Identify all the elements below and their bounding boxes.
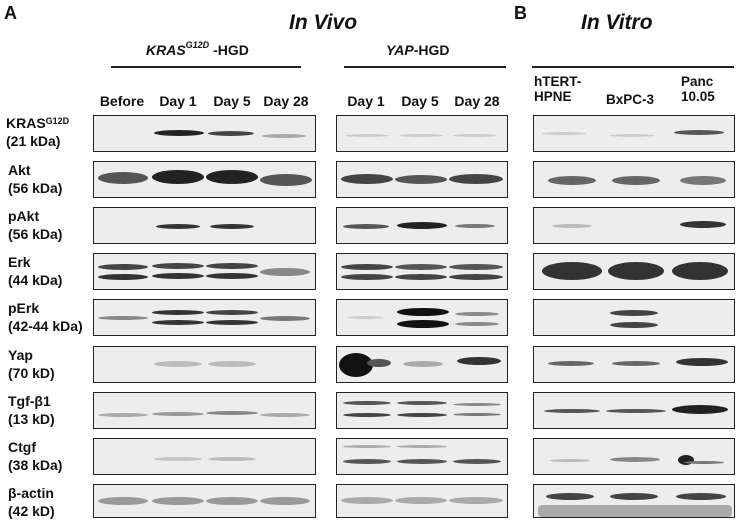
yap-group-suffix: -HGD <box>413 42 450 58</box>
blot-yap-invivo-erk <box>336 253 508 290</box>
blot-kras-invivo-akt <box>93 161 316 198</box>
row-label-pakt: pAkt (56 kDa) <box>8 207 62 243</box>
row-perk-size: (42-44 kDa) <box>8 318 83 334</box>
row-tgf-size: (13 kD) <box>8 411 55 427</box>
row-pakt-size: (56 kDa) <box>8 226 63 242</box>
lane-vitro-htert-line1: hTERT- <box>534 74 582 89</box>
row-pakt-name: pAkt <box>8 208 40 224</box>
lane-vitro-htert-line2: HPNE <box>534 89 572 104</box>
row-kras-name: KRAS <box>6 115 46 131</box>
row-label-erk: Erk (44 kDa) <box>8 253 62 289</box>
kras-gene-sup: G12D <box>185 40 210 50</box>
row-kras-size: (21 kDa) <box>6 133 61 149</box>
lane-vitro-htert: hTERT- HPNE <box>534 74 581 104</box>
yap-group-rule <box>344 66 506 68</box>
row-akt-name: Akt <box>8 162 31 178</box>
row-perk-name: pErk <box>8 300 40 316</box>
lane-vitro-panc-line1: Panc <box>681 74 714 89</box>
row-akt-size: (56 kDa) <box>8 180 63 196</box>
blot-invitro-akt <box>533 161 735 198</box>
blot-invitro-pakt <box>533 207 735 244</box>
row-ctgf-size: (38 kDa) <box>8 457 63 473</box>
blot-kras-invivo-kras <box>93 115 316 152</box>
yap-gene: YAP <box>386 42 414 58</box>
blot-invitro-actin <box>533 484 735 518</box>
blot-invitro-tgf <box>533 392 735 429</box>
lane-yap-day28: Day 28 <box>454 93 500 109</box>
row-label-tgf: Tgf-β1 (13 kD) <box>8 392 55 428</box>
row-label-actin: β-actin (42 kD) <box>8 484 55 520</box>
blot-kras-invivo-yap <box>93 346 316 383</box>
row-actin-name: β-actin <box>8 485 54 501</box>
yap-group-label: YAP-HGD <box>386 42 450 58</box>
row-erk-size: (44 kDa) <box>8 272 63 288</box>
lane-vitro-bxpc3-line1: BxPC-3 <box>606 92 655 107</box>
blot-invitro-kras <box>533 115 735 152</box>
row-label-akt: Akt (56 kDa) <box>8 161 62 197</box>
blot-yap-invivo-actin <box>336 484 508 518</box>
in-vitro-title: In Vitro <box>581 11 653 34</box>
in-vivo-title: In Vivo <box>289 11 358 34</box>
row-tgf-name: Tgf-β1 <box>8 393 51 409</box>
row-erk-name: Erk <box>8 254 31 270</box>
blot-kras-invivo-pakt <box>93 207 316 244</box>
in-vitro-rule <box>532 66 734 68</box>
panel-label-b: B <box>514 3 527 23</box>
blot-yap-invivo-tgf <box>336 392 508 429</box>
row-label-yap: Yap (70 kD) <box>8 346 55 382</box>
row-actin-size: (42 kD) <box>8 503 55 519</box>
row-label-perk: pErk (42-44 kDa) <box>8 299 83 335</box>
row-ctgf-name: Ctgf <box>8 439 36 455</box>
lane-kras-day1: Day 1 <box>159 93 197 109</box>
kras-group-suffix: -HGD <box>209 42 249 58</box>
row-yap-name: Yap <box>8 347 33 363</box>
blot-yap-invivo-kras <box>336 115 508 152</box>
blot-invitro-erk <box>533 253 735 290</box>
blot-yap-invivo-pakt <box>336 207 508 244</box>
lane-vitro-panc: Panc 10.05 <box>681 74 715 104</box>
blot-kras-invivo-ctgf <box>93 438 316 475</box>
row-yap-size: (70 kD) <box>8 365 55 381</box>
blot-kras-invivo-actin <box>93 484 316 518</box>
row-label-ctgf: Ctgf (38 kDa) <box>8 438 62 474</box>
lane-vitro-panc-line2: 10.05 <box>681 89 715 104</box>
blot-invitro-yap <box>533 346 735 383</box>
panel-label-a: A <box>4 3 17 23</box>
blot-kras-invivo-tgf <box>93 392 316 429</box>
blot-invitro-perk <box>533 299 735 336</box>
blot-yap-invivo-perk <box>336 299 508 336</box>
lane-yap-day5: Day 5 <box>401 93 439 109</box>
row-label-kras: KRASG12D (21 kDa) <box>6 114 69 150</box>
lane-kras-day28: Day 28 <box>263 93 309 109</box>
blot-kras-invivo-erk <box>93 253 316 290</box>
blot-yap-invivo-akt <box>336 161 508 198</box>
lane-kras-before: Before <box>99 93 145 109</box>
kras-group-label: KRASG12D -HGD <box>146 40 249 58</box>
blot-invitro-ctgf <box>533 438 735 475</box>
blot-kras-invivo-perk <box>93 299 316 336</box>
kras-gene: KRAS <box>146 42 186 58</box>
blot-yap-invivo-yap <box>336 346 508 383</box>
row-kras-sup: G12D <box>45 116 70 126</box>
lane-yap-day1: Day 1 <box>347 93 385 109</box>
lane-kras-day5: Day 5 <box>213 93 251 109</box>
kras-group-rule <box>111 66 301 68</box>
lane-vitro-bxpc3: BxPC-3 <box>606 92 654 107</box>
blot-yap-invivo-ctgf <box>336 438 508 475</box>
